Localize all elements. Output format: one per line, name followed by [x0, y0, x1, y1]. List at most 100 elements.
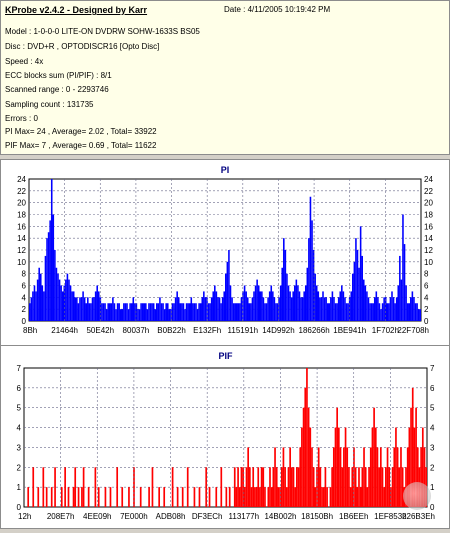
data-bar: [61, 291, 64, 321]
speed-line: Speed : 4x: [5, 57, 44, 66]
data-bar: [80, 297, 83, 321]
y-tick-label-left: 5: [17, 404, 22, 413]
data-bar: [264, 303, 266, 321]
data-bar: [154, 309, 157, 321]
data-bar: [67, 487, 70, 507]
data-bar: [289, 291, 291, 321]
data-bar: [392, 297, 395, 321]
data-bar: [317, 447, 320, 507]
data-bar: [43, 291, 45, 321]
data-bar: [123, 303, 125, 321]
data-bar: [320, 297, 323, 321]
data-bar: [186, 467, 189, 507]
data-bar: [411, 387, 414, 507]
data-bar: [383, 297, 385, 321]
data-bar: [272, 467, 275, 507]
data-bar: [190, 297, 193, 321]
y-tick-label-right: 0: [430, 503, 435, 512]
data-bar: [260, 467, 263, 507]
data-bar: [77, 487, 80, 507]
data-bar: [304, 387, 307, 507]
y-tick-label-right: 16: [424, 222, 433, 231]
data-bar: [394, 303, 396, 321]
data-bar: [256, 279, 258, 321]
data-bar: [398, 467, 401, 507]
data-bar: [145, 303, 147, 321]
y-tick-label-right: 0: [424, 317, 429, 326]
data-bar: [289, 447, 291, 507]
data-bar: [55, 267, 58, 321]
data-bar: [65, 279, 67, 321]
x-tick-label: 80037h: [123, 326, 150, 335]
y-tick-label-left: 2: [22, 305, 27, 314]
data-bar: [316, 467, 318, 507]
data-bar: [350, 291, 353, 321]
data-bar: [395, 297, 398, 321]
data-bar: [386, 303, 389, 321]
data-bar: [309, 427, 312, 507]
data-bar: [385, 467, 387, 507]
data-bar: [331, 467, 333, 507]
data-bar: [386, 447, 389, 507]
data-bar: [209, 303, 211, 321]
data-bar: [325, 297, 327, 321]
x-tick-label: 186266h: [299, 326, 330, 335]
data-bar: [116, 303, 119, 321]
data-bar: [381, 303, 384, 321]
data-bar: [298, 291, 301, 321]
data-bar: [383, 487, 386, 507]
data-bar: [171, 467, 174, 507]
data-bar: [358, 267, 360, 321]
data-bar: [368, 467, 370, 507]
data-bar: [339, 291, 342, 321]
data-bar: [174, 297, 177, 321]
data-bar: [163, 487, 166, 507]
data-bar: [308, 238, 310, 321]
data-bar: [221, 297, 224, 321]
data-bar: [411, 291, 414, 321]
data-bar: [54, 467, 56, 507]
disc-line: Disc : DVD+R , OPTODISCR16 [Opto Disc]: [5, 42, 160, 51]
y-tick-label-right: 5: [430, 404, 435, 413]
x-tick-label: 12h: [18, 512, 31, 521]
data-bar: [210, 297, 213, 321]
sampling-count-line: Sampling count : 131735: [5, 100, 94, 109]
x-tick-label: 1B6EEh: [339, 512, 368, 521]
data-bar: [104, 487, 107, 507]
data-bar: [104, 303, 106, 321]
data-bar: [113, 303, 116, 321]
data-bar: [208, 487, 211, 507]
data-bar: [299, 447, 302, 507]
y-tick-label-left: 18: [17, 211, 26, 220]
data-bar: [225, 273, 227, 321]
data-bar: [91, 297, 94, 321]
data-bar: [251, 297, 254, 321]
chart-title: PI: [221, 165, 230, 175]
y-tick-label-right: 6: [424, 282, 429, 291]
data-bar: [417, 309, 420, 321]
data-bar: [257, 467, 260, 507]
data-bar: [41, 285, 44, 321]
y-tick-label-left: 6: [22, 282, 27, 291]
data-bar: [274, 447, 276, 507]
data-bar: [336, 407, 338, 507]
y-tick-label-left: 3: [17, 443, 22, 452]
x-tick-label: 4EE09h: [83, 512, 111, 521]
data-bar: [390, 487, 392, 507]
data-bar: [329, 487, 332, 507]
data-bar: [149, 303, 152, 321]
data-bar: [240, 467, 243, 507]
data-bar: [380, 309, 382, 321]
data-bar: [314, 487, 317, 507]
data-bar: [395, 427, 397, 507]
data-bar: [311, 220, 313, 321]
data-bar: [415, 407, 417, 507]
data-bar: [343, 447, 345, 507]
data-bar: [359, 487, 362, 507]
data-bar: [294, 487, 297, 507]
y-tick-label-right: 24: [424, 175, 433, 184]
data-bar: [332, 447, 335, 507]
data-bar: [246, 297, 249, 321]
data-bar: [377, 297, 379, 321]
pif-chart-panel: PIF 0 0 1 1 2 2 3 3 4 4 5 5 6 6 7 7 12h 208E7h 4EE09h 7E000h…: [0, 345, 450, 529]
